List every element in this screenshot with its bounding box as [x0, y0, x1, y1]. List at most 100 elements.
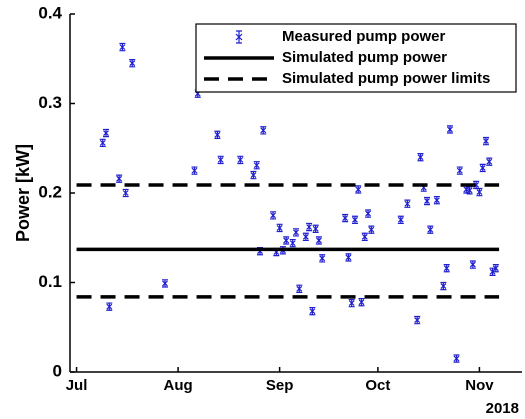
legend-label: Simulated pump power — [282, 49, 447, 66]
marker — [162, 280, 168, 287]
marker — [348, 300, 355, 307]
y-axis-label: Power [kW] — [13, 144, 33, 242]
marker — [476, 189, 483, 196]
marker — [443, 265, 450, 272]
marker — [191, 167, 198, 174]
marker — [129, 60, 136, 67]
data-point — [289, 238, 296, 248]
data-point — [456, 166, 463, 175]
marker — [361, 233, 368, 240]
data-point — [342, 213, 349, 223]
legend-label: Simulated pump power limits — [282, 70, 490, 87]
data-point — [276, 223, 283, 233]
marker — [397, 216, 404, 223]
data-point — [315, 236, 322, 245]
marker — [453, 355, 460, 362]
data-point — [348, 298, 355, 308]
marker — [306, 224, 313, 230]
y-tick-label: 0.1 — [38, 272, 62, 291]
marker — [116, 175, 123, 182]
marker — [309, 308, 316, 315]
data-point — [492, 264, 499, 273]
marker — [217, 156, 224, 163]
marker — [469, 261, 476, 268]
marker — [345, 254, 352, 261]
data-point — [309, 306, 316, 316]
marker — [479, 165, 486, 171]
data-point — [214, 130, 221, 140]
data-point — [404, 199, 411, 208]
marker — [276, 224, 283, 231]
data-point — [270, 211, 277, 220]
marker — [440, 283, 447, 290]
marker — [293, 229, 299, 236]
data-point — [296, 284, 303, 293]
marker — [368, 226, 375, 233]
data-point — [368, 225, 375, 234]
data-point — [358, 298, 365, 307]
y-tick-label: 0 — [53, 361, 62, 380]
data-point — [466, 186, 473, 195]
marker — [427, 226, 434, 233]
marker — [302, 233, 309, 240]
marker — [424, 198, 430, 204]
data-point — [99, 138, 106, 148]
marker — [342, 215, 349, 221]
y-tick-label: 0.3 — [38, 93, 62, 112]
y-tick-label: 0.2 — [38, 182, 62, 201]
data-point — [433, 195, 440, 205]
marker — [312, 225, 319, 232]
data-point — [365, 209, 372, 218]
marker — [414, 317, 421, 324]
marker — [355, 186, 362, 193]
data-point — [355, 185, 362, 194]
data-point — [319, 254, 326, 263]
data-point — [103, 128, 110, 138]
marker — [352, 216, 358, 223]
x-tick-label: Jul — [66, 377, 88, 394]
marker — [483, 138, 489, 145]
data-point — [306, 222, 313, 232]
data-point — [476, 187, 483, 197]
marker — [316, 237, 322, 244]
data-point — [283, 236, 290, 245]
data-point — [217, 155, 224, 165]
data-point — [453, 354, 460, 363]
marker — [270, 212, 276, 219]
marker — [365, 210, 371, 217]
data-point — [106, 302, 113, 311]
x-tick-label: Sep — [266, 377, 294, 394]
data-point — [345, 253, 352, 262]
data-point — [397, 215, 404, 225]
marker — [447, 126, 453, 133]
marker — [122, 190, 129, 196]
x-axis-label: 2018 — [486, 400, 519, 417]
data-point — [424, 196, 431, 206]
data-point — [116, 174, 123, 183]
data-point — [427, 225, 434, 234]
data-point — [253, 161, 260, 170]
marker — [486, 158, 493, 165]
marker — [492, 265, 499, 272]
marker — [456, 167, 463, 174]
data-point — [237, 155, 244, 165]
marker — [296, 285, 303, 292]
marker — [404, 200, 411, 207]
data-point — [129, 59, 136, 68]
marker — [250, 172, 257, 179]
marker — [99, 139, 106, 146]
marker — [106, 303, 113, 310]
x-tick-label: Oct — [365, 377, 390, 394]
data-point — [482, 136, 489, 146]
marker — [417, 154, 424, 161]
data-point — [443, 264, 450, 273]
marker — [283, 237, 290, 244]
data-point — [469, 260, 476, 269]
marker — [214, 131, 221, 138]
data-point — [351, 215, 358, 225]
data-point — [161, 279, 168, 288]
marker — [260, 127, 267, 134]
marker — [466, 187, 473, 194]
data-point — [361, 232, 368, 242]
